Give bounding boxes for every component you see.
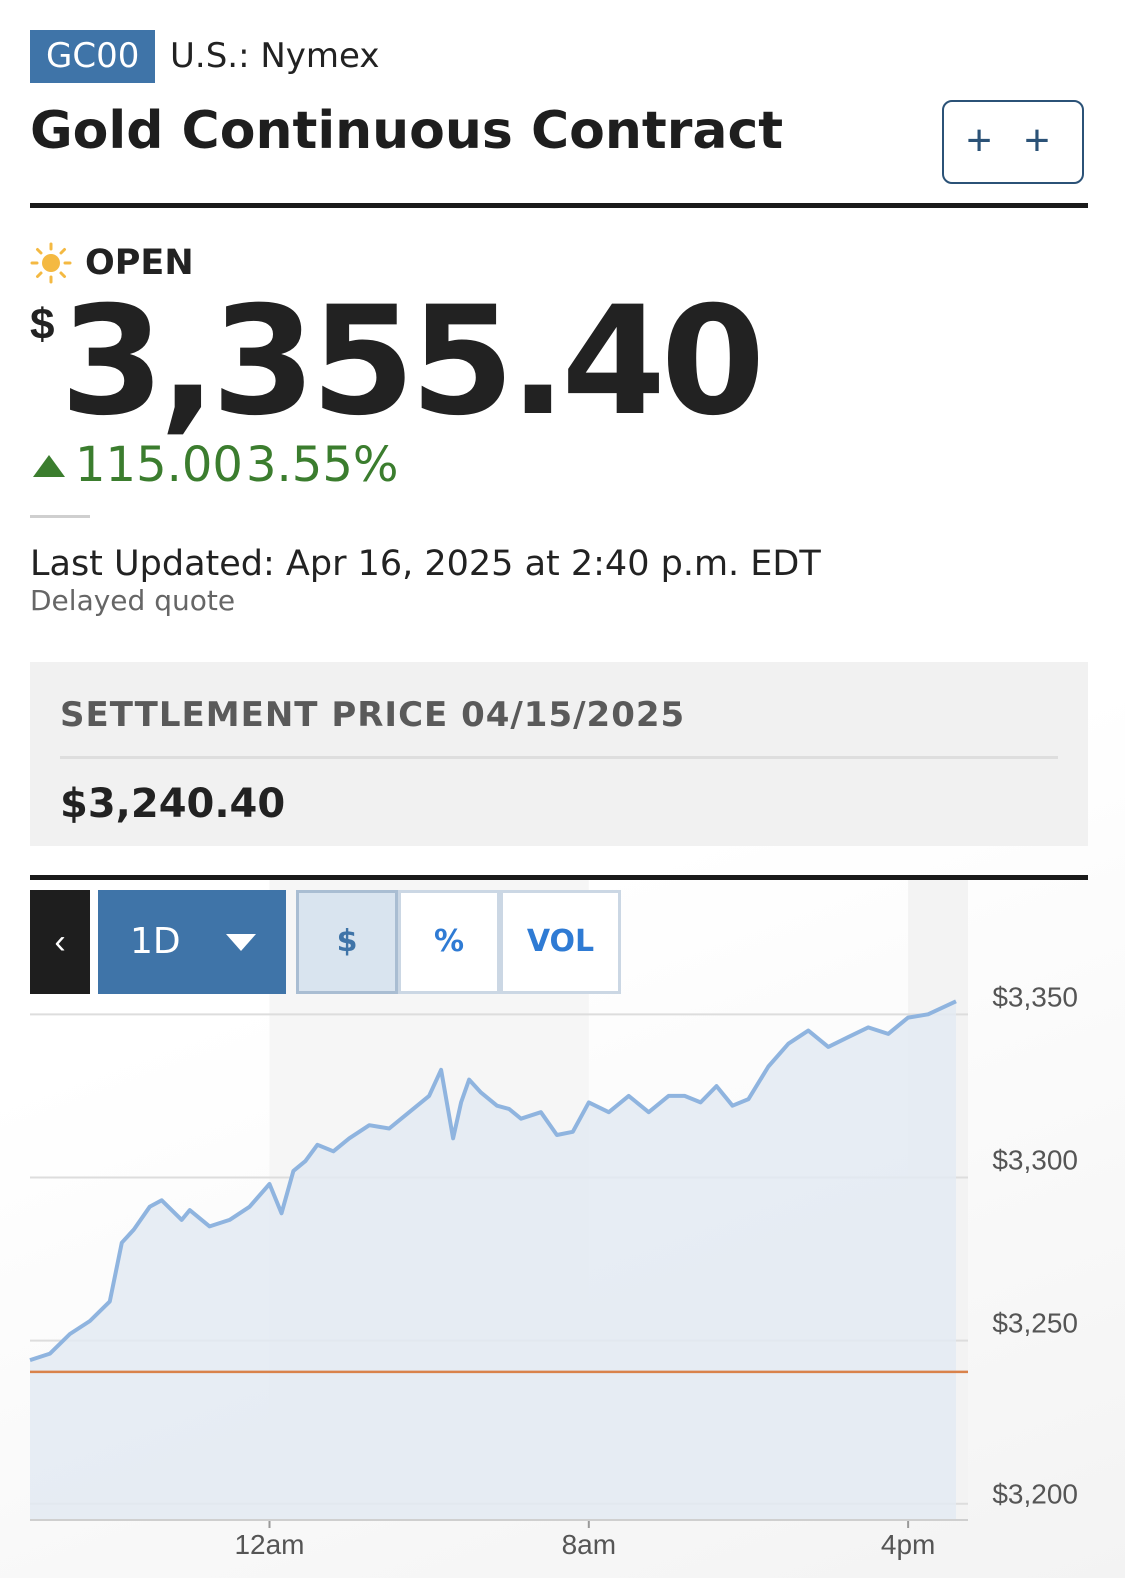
x-tick-label: 8am [562, 1529, 616, 1560]
add-to-watchlist-button[interactable]: + + [942, 100, 1084, 184]
settlement-label: SETTLEMENT PRICE 04/15/2025 [60, 695, 686, 735]
mode-dollar-button[interactable]: $ [296, 890, 398, 994]
settlement-value: $3,240.40 [60, 781, 286, 827]
last-updated: Last Updated: Apr 16, 2025 at 2:40 p.m. … [30, 544, 821, 584]
delayed-quote-note: Delayed quote [30, 584, 236, 617]
exchange-label: U.S.: Nymex [170, 36, 380, 76]
triangle-up-icon [33, 455, 65, 477]
y-tick-label: $3,300 [992, 1144, 1078, 1175]
range-dropdown[interactable]: 1D [98, 890, 286, 994]
x-tick-label: 4pm [881, 1529, 935, 1560]
divider [30, 515, 90, 518]
ticker-badge: GC00 [30, 30, 156, 83]
page-title: Gold Continuous Contract [30, 101, 784, 161]
price-area [30, 1001, 956, 1520]
y-tick-label: $3,200 [992, 1479, 1078, 1510]
price-change-percent: 3.55% [246, 437, 399, 493]
price-line [29, 999, 957, 1363]
mode-percent-button[interactable]: % [398, 890, 500, 994]
price-change: 115.00 [75, 437, 243, 493]
sun-icon [30, 242, 72, 284]
market-status: OPEN [85, 243, 194, 283]
settlement-panel: SETTLEMENT PRICE 04/15/2025 $3,240.40 [30, 662, 1088, 846]
chart-divider [30, 875, 1088, 880]
x-tick-label: 12am [234, 1529, 304, 1560]
y-tick-label: $3,350 [992, 981, 1078, 1012]
last-price: 3,355.40 [60, 275, 765, 449]
y-tick-label: $3,250 [992, 1308, 1078, 1339]
currency-symbol: $ [30, 300, 55, 349]
mode-volume-button[interactable]: VOL [500, 890, 621, 994]
range-selected-label: 1D [130, 921, 181, 962]
chevron-left-icon[interactable]: ‹ [30, 890, 90, 994]
caret-down-icon [226, 934, 256, 951]
settlement-divider [60, 756, 1058, 759]
header-divider [30, 203, 1088, 208]
